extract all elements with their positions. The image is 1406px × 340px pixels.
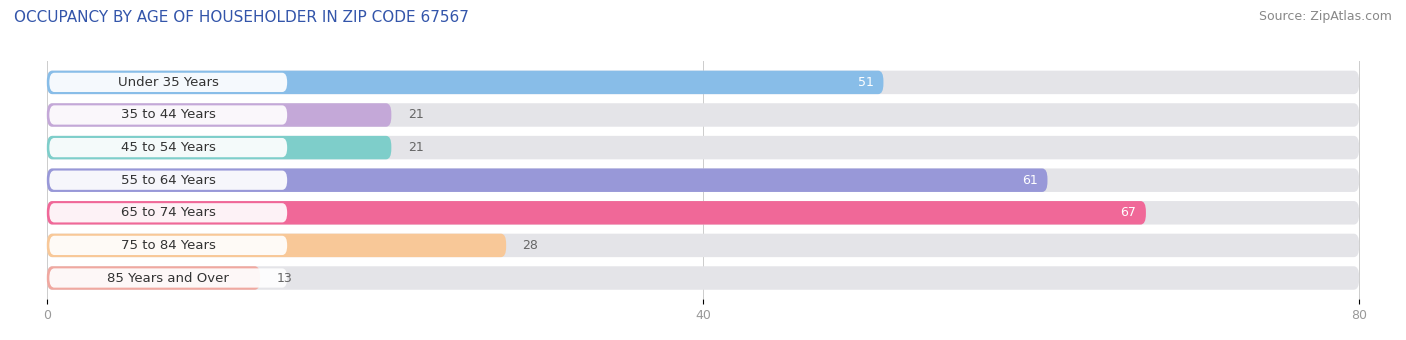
FancyBboxPatch shape xyxy=(46,136,1360,159)
Text: 85 Years and Over: 85 Years and Over xyxy=(107,272,229,285)
Text: Under 35 Years: Under 35 Years xyxy=(118,76,219,89)
FancyBboxPatch shape xyxy=(49,105,287,125)
Text: 45 to 54 Years: 45 to 54 Years xyxy=(121,141,215,154)
Text: 67: 67 xyxy=(1121,206,1136,219)
FancyBboxPatch shape xyxy=(49,203,287,222)
Text: 13: 13 xyxy=(277,272,292,285)
FancyBboxPatch shape xyxy=(46,71,1360,94)
Text: Source: ZipAtlas.com: Source: ZipAtlas.com xyxy=(1258,10,1392,23)
FancyBboxPatch shape xyxy=(46,103,1360,127)
Text: 61: 61 xyxy=(1022,174,1038,187)
FancyBboxPatch shape xyxy=(46,71,883,94)
FancyBboxPatch shape xyxy=(46,103,391,127)
FancyBboxPatch shape xyxy=(46,201,1360,224)
FancyBboxPatch shape xyxy=(49,268,287,288)
Text: 65 to 74 Years: 65 to 74 Years xyxy=(121,206,215,219)
FancyBboxPatch shape xyxy=(46,168,1047,192)
FancyBboxPatch shape xyxy=(49,73,287,92)
FancyBboxPatch shape xyxy=(46,266,260,290)
Text: 75 to 84 Years: 75 to 84 Years xyxy=(121,239,215,252)
FancyBboxPatch shape xyxy=(46,201,1146,224)
Text: 55 to 64 Years: 55 to 64 Years xyxy=(121,174,215,187)
FancyBboxPatch shape xyxy=(49,236,287,255)
FancyBboxPatch shape xyxy=(46,266,1360,290)
Text: OCCUPANCY BY AGE OF HOUSEHOLDER IN ZIP CODE 67567: OCCUPANCY BY AGE OF HOUSEHOLDER IN ZIP C… xyxy=(14,10,470,25)
FancyBboxPatch shape xyxy=(49,171,287,190)
Text: 21: 21 xyxy=(408,141,423,154)
FancyBboxPatch shape xyxy=(46,234,506,257)
FancyBboxPatch shape xyxy=(46,136,391,159)
FancyBboxPatch shape xyxy=(46,168,1360,192)
FancyBboxPatch shape xyxy=(49,138,287,157)
Text: 21: 21 xyxy=(408,108,423,121)
Text: 28: 28 xyxy=(523,239,538,252)
Text: 51: 51 xyxy=(858,76,873,89)
Text: 35 to 44 Years: 35 to 44 Years xyxy=(121,108,215,121)
FancyBboxPatch shape xyxy=(46,234,1360,257)
